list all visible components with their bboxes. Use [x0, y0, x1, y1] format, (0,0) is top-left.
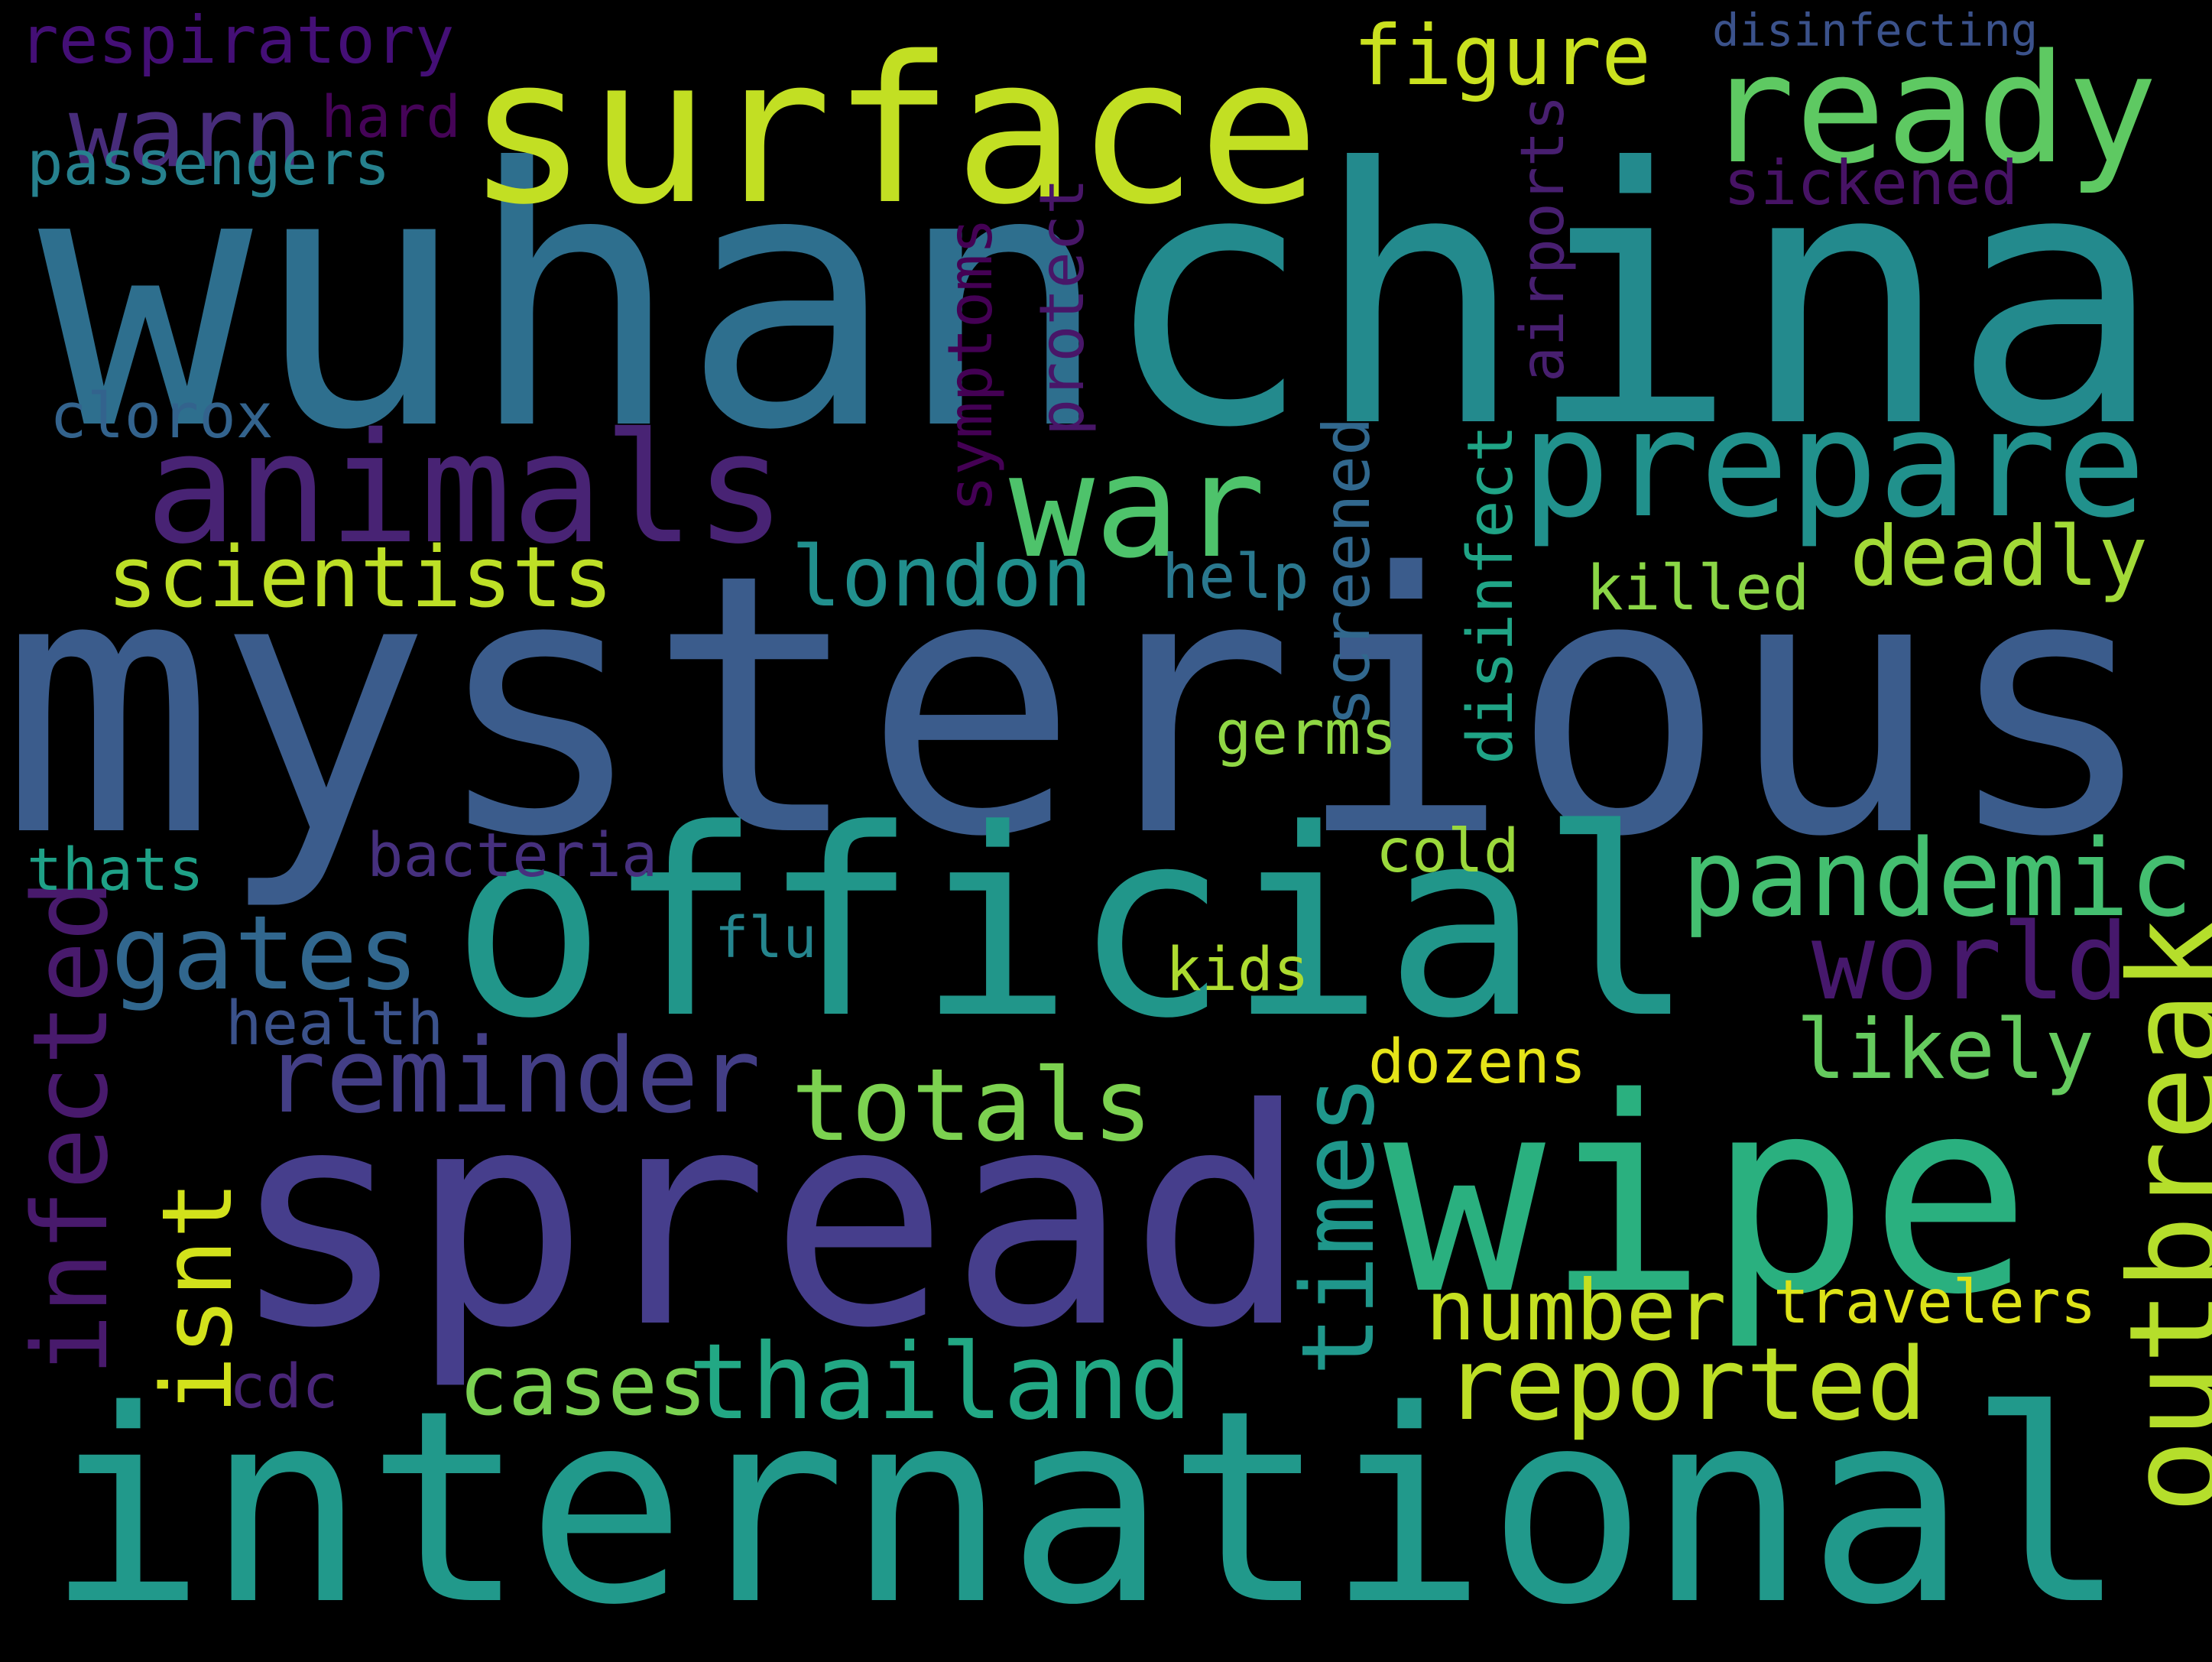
- word-scientists: scientists: [107, 528, 614, 626]
- word-totals: totals: [791, 1047, 1153, 1164]
- word-protect: protect: [1027, 177, 1098, 436]
- word-cold: cold: [1376, 817, 1520, 886]
- word-disinfecting: disinfecting: [1712, 4, 2038, 57]
- word-prepare: prepare: [1521, 378, 2146, 550]
- word-germs: germs: [1215, 698, 1397, 768]
- word-world: world: [1811, 901, 2129, 1024]
- word-deadly: deadly: [1850, 509, 2149, 605]
- word-health: health: [225, 988, 444, 1059]
- word-respiratory: respiratory: [19, 2, 455, 79]
- word-gates: gates: [111, 894, 420, 1013]
- word-international: international: [46, 1354, 2128, 1662]
- word-disinfect: disinfect: [1455, 424, 1527, 764]
- word-pandemic: pandemic: [1682, 816, 2194, 940]
- word-wuhan: wuhan: [38, 93, 1111, 508]
- word-kids: kids: [1166, 936, 1309, 1005]
- word-travelers: travelers: [1773, 1268, 2097, 1337]
- word-screened: screened: [1309, 417, 1384, 726]
- word-thailand: thailand: [688, 1322, 1192, 1443]
- word-symptoms: symptoms: [935, 217, 1006, 512]
- word-reported: reported: [1445, 1326, 1927, 1443]
- word-bacteria: bacteria: [367, 820, 658, 891]
- word-dozens: dozens: [1368, 1027, 1587, 1097]
- word-surface: surface: [466, 14, 1320, 249]
- word-killed: killed: [1586, 553, 1810, 625]
- word-animals: animals: [145, 400, 787, 577]
- word-infected: infected: [11, 878, 131, 1376]
- word-war: war: [1009, 424, 1266, 589]
- word-cases: cases: [459, 1339, 708, 1434]
- word-ready: ready: [1704, 22, 2158, 197]
- word-hard: hard: [321, 83, 462, 151]
- word-figure: figure: [1353, 8, 1652, 104]
- word-sickened: sickened: [1724, 148, 2019, 219]
- word-number: number: [1425, 1262, 1727, 1359]
- word-official: official: [451, 774, 1695, 1075]
- word-warn: warn: [69, 76, 303, 189]
- word-spread: spread: [229, 1046, 1309, 1394]
- word-outbreak: outbreak: [2103, 917, 2212, 1514]
- word-wipe: wipe: [1383, 1040, 2032, 1354]
- word-likely: likely: [1796, 1002, 2095, 1098]
- word-airports: airports: [1509, 95, 1578, 382]
- word-reminder: reminder: [264, 1016, 761, 1136]
- word-mysterious: mysterious: [0, 498, 2158, 915]
- word-clorox: clorox: [50, 381, 274, 453]
- word-help: help: [1162, 541, 1309, 612]
- word-cdc: cdc: [229, 1352, 339, 1422]
- word-thats: thats: [27, 836, 204, 904]
- word-flu: flu: [715, 905, 817, 971]
- word-london: london: [791, 528, 1092, 625]
- word-china: china: [1101, 93, 2164, 505]
- word-times: times: [1280, 1074, 1396, 1376]
- word-passengers: passengers: [27, 128, 391, 199]
